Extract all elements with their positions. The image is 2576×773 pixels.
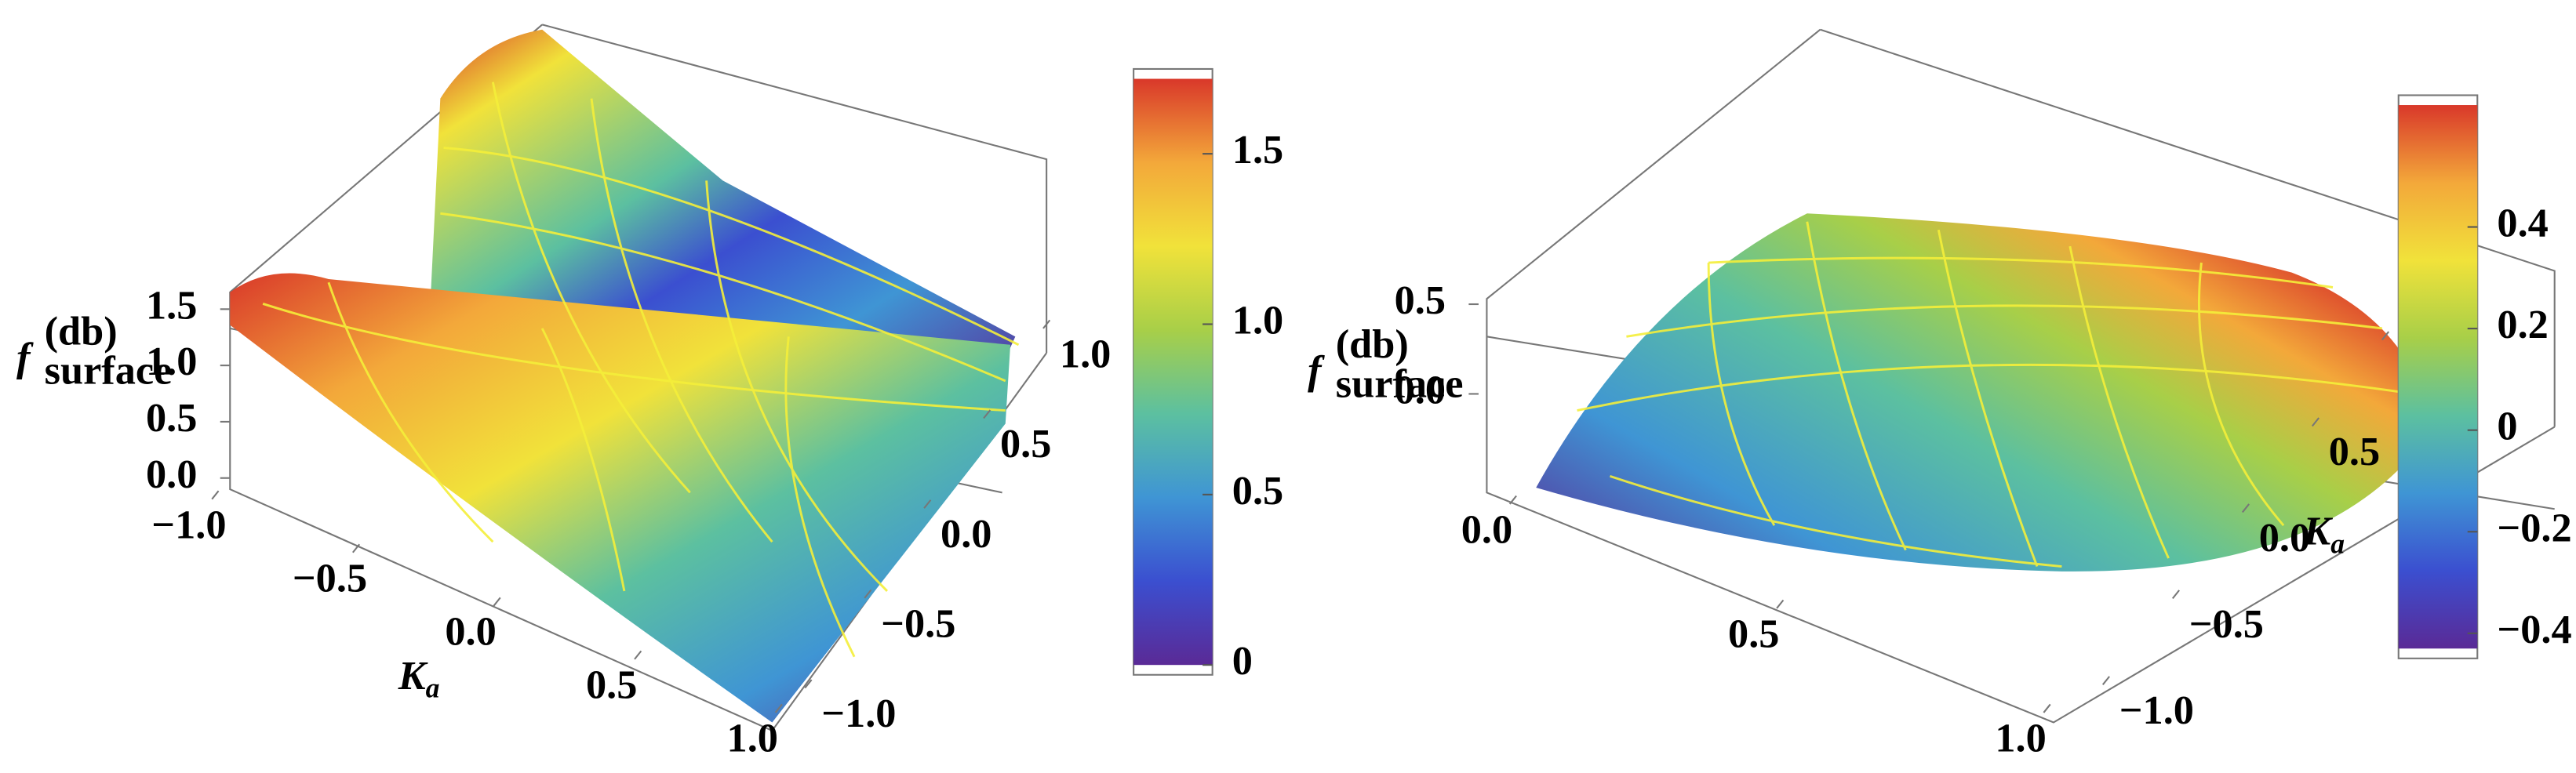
x-tick-label: 1.0: [1995, 716, 2046, 761]
surface-left: [230, 29, 1020, 723]
x-tick-label: 0.5: [586, 662, 637, 708]
y-tick: [923, 499, 932, 509]
x-tick: [1776, 599, 1785, 609]
x-tick-label: 0.0: [445, 609, 496, 655]
z-label-sup: (db): [1336, 321, 1409, 367]
y-tick-label: −1.0: [2119, 688, 2194, 733]
y-tick: [864, 589, 872, 599]
y-tick-label: −0.5: [881, 601, 955, 647]
colorbar-tick-label: 0: [1232, 638, 1253, 684]
z-tick-label: 0.0: [1395, 367, 1446, 412]
label-base: K: [2302, 509, 2333, 554]
x-tick: [211, 490, 220, 500]
colorbar-tick-label: 1.5: [1232, 127, 1283, 172]
z-label-base: f: [1308, 348, 1325, 394]
x-tick-label: −1.0: [151, 502, 226, 547]
z-label-sub: surface: [1336, 361, 1464, 406]
surface-right: [1536, 213, 2432, 572]
y-tick: [2101, 676, 2110, 685]
z-tick-label: 0.5: [1395, 278, 1446, 323]
z-tick-label: 1.0: [146, 339, 197, 384]
y-tick: [2311, 417, 2319, 427]
label-sub: a: [426, 673, 440, 704]
colorbar-tick-label: 0.5: [1232, 468, 1283, 514]
y-tick-label: 1.0: [1060, 332, 1111, 377]
x-tick: [774, 703, 783, 713]
y-tick: [1042, 319, 1051, 329]
x-tick: [2043, 703, 2051, 713]
y-tick: [983, 409, 991, 419]
x-tick: [634, 650, 642, 660]
x-tick-label: 0.0: [1461, 507, 1512, 553]
x-tick-label: 0.5: [1728, 612, 1779, 657]
x-tick: [493, 597, 501, 607]
axis-label: Ka: [398, 653, 440, 704]
x-tick: [351, 543, 361, 553]
axis-label: Ka: [2302, 509, 2345, 560]
x-tick: [1508, 495, 1517, 505]
z-label-sub: surface: [45, 348, 173, 394]
z-tick-label: 1.5: [146, 282, 197, 328]
x-tick-label: 1.0: [727, 716, 778, 761]
colorbar-tick-label: 1.0: [1232, 298, 1283, 343]
y-tick: [2171, 590, 2180, 600]
y-tick-label: −1.0: [821, 691, 896, 736]
y-tick-label: −0.5: [2189, 601, 2264, 647]
y-tick-label: 0.5: [2329, 429, 2380, 474]
x-tick-label: −0.5: [293, 555, 367, 601]
colorbar-tick-label: −0.2: [2497, 505, 2571, 550]
z-tick-label: 0.5: [146, 395, 197, 441]
y-tick-label: 0.0: [941, 511, 991, 557]
colorbar-tick-label: 0: [2497, 404, 2517, 449]
y-tick: [2241, 503, 2250, 514]
z-label-sup: (db): [45, 308, 118, 354]
y-tick-label: 0.5: [1000, 421, 1051, 466]
z-tick-label: 0.0: [146, 452, 197, 497]
colorbar: [2398, 105, 2478, 649]
z-label-base: f: [16, 335, 34, 380]
colorbar: [1133, 78, 1213, 666]
colorbar-tick-label: −0.4: [2497, 607, 2571, 652]
colorbar-tick-label: 0.2: [2497, 302, 2548, 347]
y-tick: [804, 679, 813, 689]
colorbar-tick-label: 0.4: [2497, 201, 2548, 246]
label-base: K: [398, 653, 428, 699]
y-tick: [2381, 331, 2390, 341]
label-sub: a: [2330, 528, 2345, 560]
y-tick-label: 0.0: [2259, 515, 2310, 561]
